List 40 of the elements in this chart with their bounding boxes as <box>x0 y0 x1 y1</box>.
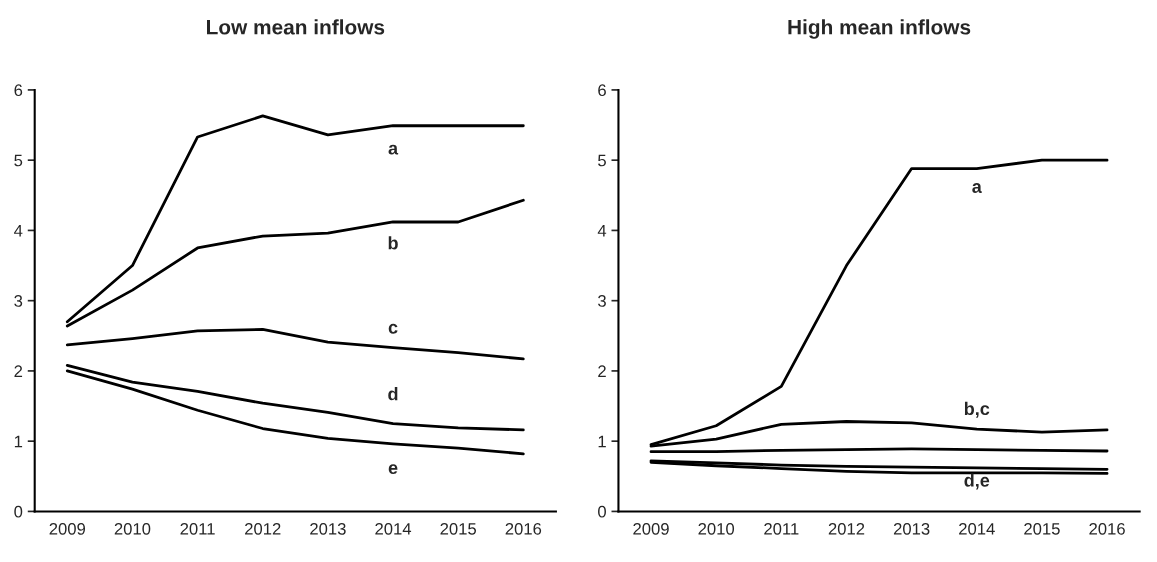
y-tick-label: 5 <box>14 154 23 167</box>
chart-title: Low mean inflows <box>207 19 385 35</box>
x-tick-label: 2011 <box>180 522 215 535</box>
y-tick-label: 3 <box>14 295 23 307</box>
annotation: d,e <box>964 473 990 490</box>
x-tick-label: 2015 <box>440 522 477 535</box>
y-tick-label: 5 <box>598 154 606 167</box>
x-tick-label: 2010 <box>114 522 151 535</box>
y-tick-label: 2 <box>598 365 606 377</box>
x-tick-label: 2010 <box>698 522 735 535</box>
y-tick-label: 6 <box>14 84 23 97</box>
x-tick-label: 2015 <box>1024 522 1060 535</box>
x-tick-label: 2012 <box>245 522 281 535</box>
annotation: d <box>388 387 398 401</box>
y-tick-label: 4 <box>14 224 23 237</box>
annotation: b,c <box>964 401 990 418</box>
annotation: c <box>388 323 398 334</box>
y-tick-label: 1 <box>598 435 606 448</box>
y-tick-label: 0 <box>598 505 606 518</box>
x-tick-label: 2016 <box>1089 522 1125 535</box>
y-tick-label: 1 <box>14 435 23 448</box>
chart-title: High mean inflows <box>788 19 971 39</box>
annotation: a <box>388 144 399 155</box>
y-tick-label: 3 <box>598 295 606 307</box>
x-tick-label: 2011 <box>764 522 799 535</box>
y-tick-label: 2 <box>14 365 23 377</box>
x-tick-label: 2013 <box>310 522 346 535</box>
x-tick-label: 2014 <box>375 522 412 535</box>
y-tick-label: 0 <box>14 505 23 518</box>
x-tick-label: 2009 <box>49 522 86 535</box>
annotation: b <box>388 236 398 250</box>
annotation: e <box>388 464 398 475</box>
y-tick-label: 6 <box>598 84 606 97</box>
x-tick-label: 2014 <box>959 522 995 535</box>
x-tick-label: 2009 <box>633 522 669 535</box>
x-tick-label: 2012 <box>828 522 865 535</box>
x-tick-label: 2016 <box>505 522 542 535</box>
annotation: a <box>972 183 982 193</box>
y-tick-label: 4 <box>597 224 607 237</box>
x-tick-label: 2013 <box>893 522 930 535</box>
